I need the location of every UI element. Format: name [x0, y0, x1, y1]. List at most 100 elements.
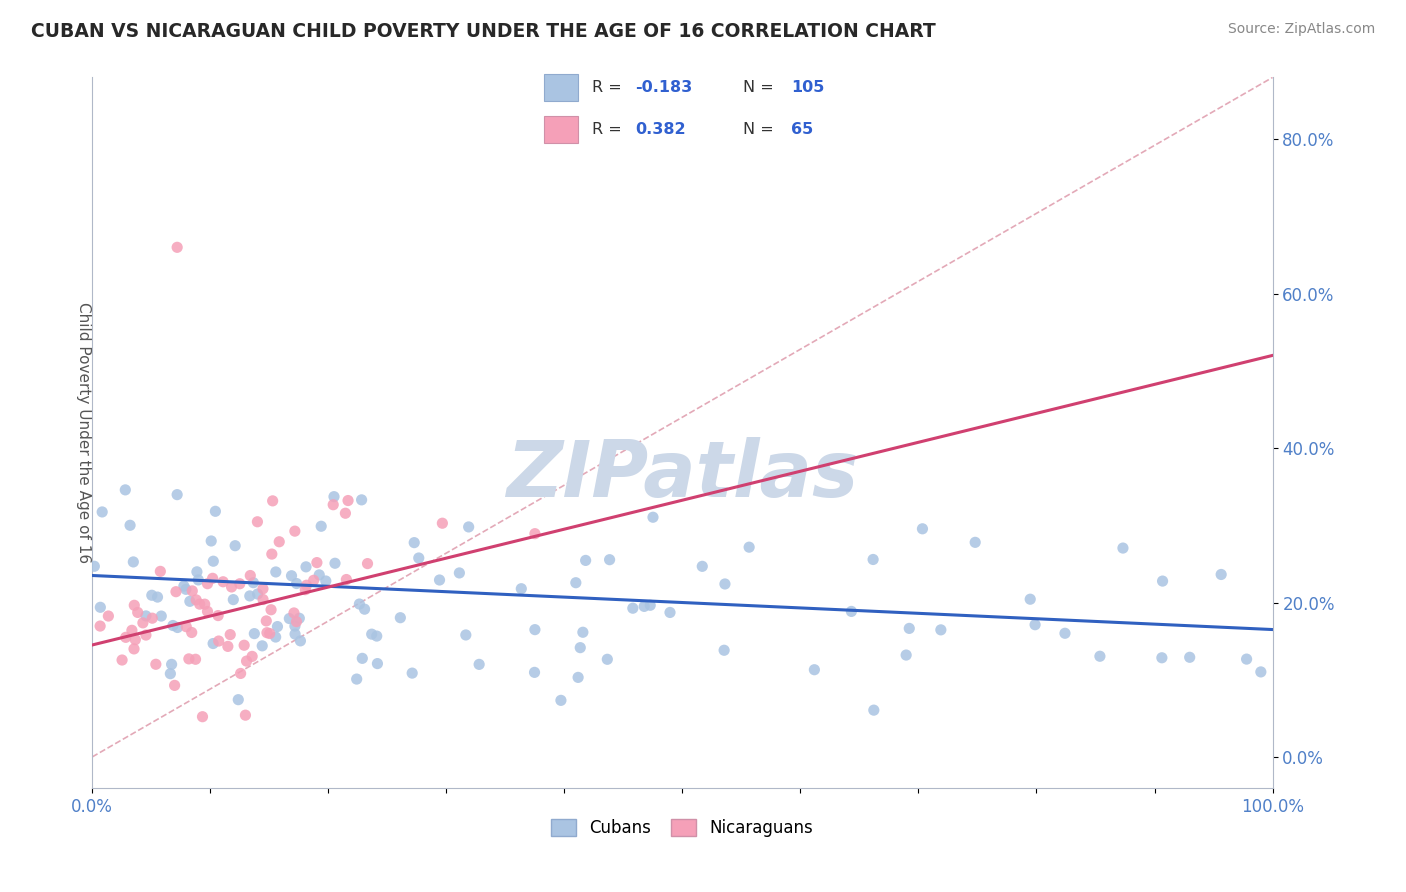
- Point: [83, 559, 105, 574]
- Text: -0.183: -0.183: [636, 80, 693, 95]
- Point: [246, 515, 269, 529]
- Point: [121, 624, 143, 638]
- Point: [165, 584, 187, 599]
- Point: [596, 652, 619, 666]
- Text: R =: R =: [592, 122, 621, 136]
- Point: [335, 573, 357, 587]
- Point: [166, 620, 188, 634]
- Point: [224, 539, 246, 553]
- Point: [621, 601, 644, 615]
- Point: [269, 534, 291, 549]
- Point: [1024, 617, 1046, 632]
- Point: [191, 709, 214, 723]
- Point: [187, 573, 209, 587]
- Point: [141, 588, 163, 602]
- Point: [149, 565, 172, 579]
- Point: [315, 574, 337, 588]
- Point: [352, 651, 374, 665]
- Point: [163, 678, 186, 692]
- Point: [572, 625, 595, 640]
- Point: [360, 627, 382, 641]
- Point: [284, 627, 307, 641]
- Point: [242, 575, 264, 590]
- Point: [965, 535, 987, 549]
- Point: [179, 594, 201, 608]
- Point: [260, 547, 283, 561]
- Point: [523, 526, 546, 541]
- Text: 65: 65: [790, 122, 813, 136]
- Point: [222, 592, 245, 607]
- Point: [135, 628, 157, 642]
- Point: [1019, 592, 1042, 607]
- Point: [188, 597, 211, 611]
- Point: [302, 574, 325, 588]
- Point: [429, 573, 451, 587]
- Point: [457, 520, 479, 534]
- FancyBboxPatch shape: [544, 116, 578, 143]
- Point: [146, 590, 169, 604]
- Point: [1250, 665, 1272, 679]
- Point: [197, 604, 219, 618]
- Point: [173, 579, 195, 593]
- Point: [337, 493, 360, 508]
- Point: [322, 498, 344, 512]
- Point: [366, 629, 388, 643]
- Point: [288, 611, 311, 625]
- Point: [738, 540, 761, 554]
- Point: [862, 703, 884, 717]
- Point: [252, 639, 274, 653]
- Point: [201, 571, 224, 585]
- FancyBboxPatch shape: [544, 74, 578, 101]
- Point: [346, 672, 368, 686]
- Point: [122, 641, 145, 656]
- Point: [264, 565, 287, 579]
- Point: [468, 657, 491, 672]
- Point: [569, 640, 592, 655]
- Point: [575, 553, 598, 567]
- Point: [239, 589, 262, 603]
- Point: [894, 648, 917, 662]
- Point: [1088, 649, 1111, 664]
- Point: [356, 557, 378, 571]
- Point: [235, 654, 257, 668]
- Point: [150, 609, 173, 624]
- Point: [283, 606, 305, 620]
- Point: [226, 692, 249, 706]
- Point: [408, 551, 430, 566]
- Point: [1178, 650, 1201, 665]
- Point: [174, 582, 197, 597]
- Point: [449, 566, 471, 580]
- Point: [159, 666, 181, 681]
- Point: [366, 657, 388, 671]
- Point: [97, 609, 120, 624]
- Point: [641, 510, 664, 524]
- Point: [89, 600, 111, 615]
- Y-axis label: Child Poverty Under the Age of 16: Child Poverty Under the Age of 16: [76, 302, 90, 563]
- Point: [523, 623, 546, 637]
- Point: [349, 597, 371, 611]
- Point: [202, 636, 225, 650]
- Point: [166, 240, 188, 254]
- Point: [181, 583, 204, 598]
- Point: [567, 670, 589, 684]
- Point: [202, 554, 225, 568]
- Point: [713, 643, 735, 657]
- Point: [114, 630, 136, 644]
- Point: [432, 516, 454, 531]
- Point: [204, 504, 226, 518]
- Point: [91, 505, 114, 519]
- Point: [862, 552, 884, 566]
- Point: [454, 628, 477, 642]
- Point: [309, 519, 332, 533]
- Point: [659, 606, 682, 620]
- Point: [114, 483, 136, 497]
- Point: [264, 630, 287, 644]
- Point: [284, 524, 307, 538]
- Text: N =: N =: [744, 122, 775, 136]
- Point: [219, 627, 242, 641]
- Point: [233, 638, 256, 652]
- Point: [229, 576, 252, 591]
- Text: ZIPatlas: ZIPatlas: [506, 437, 859, 513]
- Point: [207, 608, 229, 623]
- Point: [141, 611, 163, 625]
